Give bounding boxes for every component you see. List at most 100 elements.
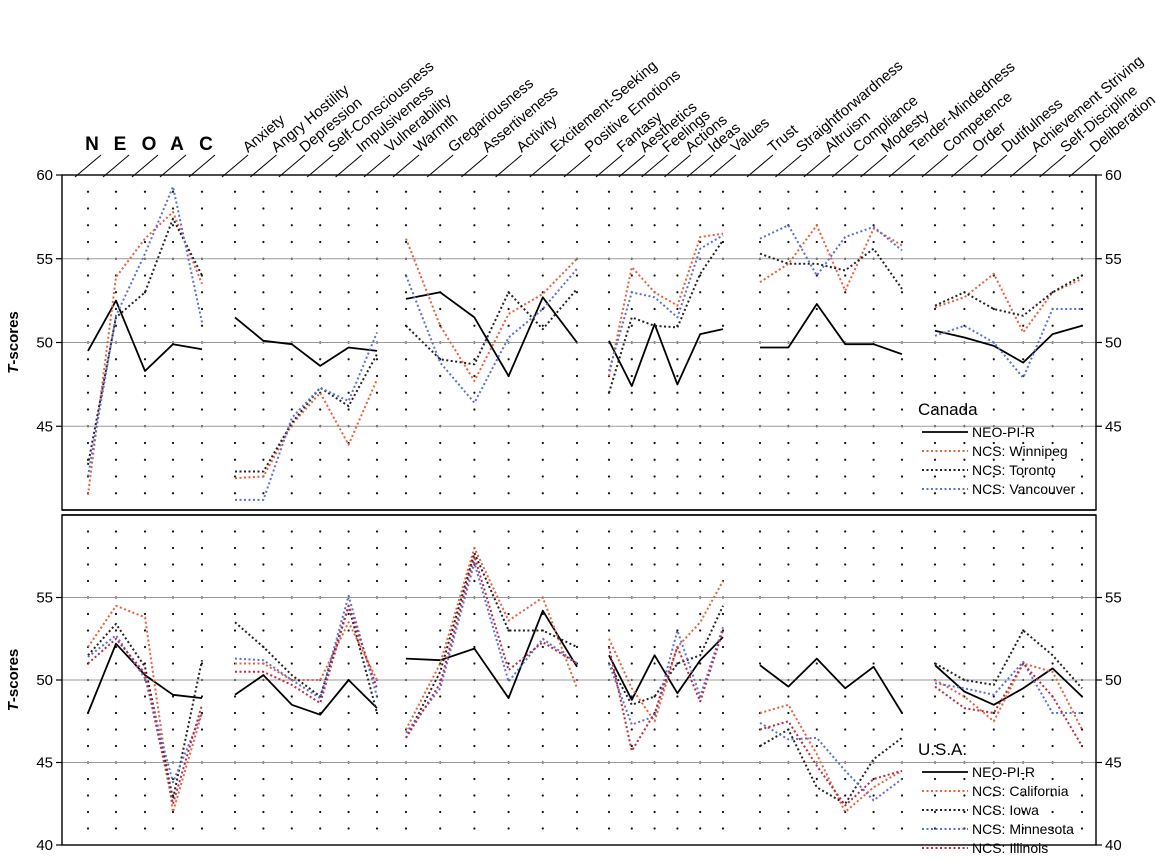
column-header-stroke: [860, 154, 887, 178]
grid-dot: [787, 645, 790, 649]
grid-dot: [900, 728, 904, 731]
grid-dot: [290, 810, 293, 814]
legend-label: NCS: Winnipeg: [972, 443, 1068, 459]
grid-dot: [375, 374, 379, 378]
grid-dot: [963, 810, 966, 814]
grid-dot: [171, 810, 175, 814]
series-line: [608, 626, 724, 726]
grid-dot: [872, 695, 875, 698]
grid-dot: [114, 240, 118, 244]
grid-dot: [575, 645, 579, 649]
grid-dot: [1080, 408, 1084, 411]
grid-dot: [630, 374, 633, 378]
grid-dot: [200, 546, 204, 550]
grid-dot: [575, 711, 579, 715]
grid-dot: [473, 579, 476, 583]
grid-dot: [1051, 492, 1054, 495]
grid-dot: [758, 794, 762, 797]
grid-dot: [171, 224, 175, 227]
column-header-stroke: [335, 154, 362, 178]
grid-dot: [233, 324, 237, 327]
grid-dot: [872, 612, 875, 616]
grid-dot: [439, 579, 442, 583]
grid-dot: [290, 728, 293, 731]
grid-dot: [290, 645, 293, 649]
grid-dot: [1080, 224, 1084, 227]
grid-dot: [575, 777, 579, 781]
grid-dot: [143, 408, 147, 411]
y-tick-label: 55: [1105, 590, 1122, 607]
grid-dot: [507, 662, 510, 665]
grid-dot: [676, 695, 679, 698]
grid-dot: [758, 810, 762, 814]
grid-dot: [1080, 475, 1084, 478]
grid-dot: [900, 190, 904, 193]
grid-dot: [200, 224, 204, 227]
grid-dot: [699, 728, 702, 731]
grid-dot: [86, 358, 90, 361]
grid-dot: [630, 612, 633, 616]
grid-dot: [375, 274, 379, 277]
grid-dot: [171, 728, 175, 731]
grid-dot: [114, 207, 118, 210]
series-line: [405, 288, 578, 366]
grid-dot: [290, 546, 293, 550]
column-header-stroke: [392, 154, 420, 178]
grid-dot: [575, 291, 579, 294]
series-line: [235, 353, 378, 473]
grid-dot: [653, 579, 656, 583]
grid-dot: [815, 711, 818, 715]
grid-dot: [375, 224, 379, 227]
column-header-stroke: [495, 154, 522, 178]
series-line: [608, 580, 724, 723]
grid-dot: [347, 612, 350, 616]
grid-dot: [262, 408, 265, 411]
grid-dot: [653, 307, 656, 311]
grid-dot: [699, 810, 702, 814]
grid-dot: [1022, 224, 1025, 227]
grid-dot: [721, 777, 725, 781]
grid-dot: [1022, 458, 1025, 461]
grid-dot: [630, 563, 633, 566]
grid-dot: [319, 579, 322, 583]
column-header-stroke: [529, 154, 557, 178]
grid-dot: [233, 274, 237, 277]
grid-dot: [963, 475, 966, 478]
grid-dot: [963, 391, 966, 394]
grid-dot: [844, 224, 847, 227]
grid-dot: [375, 794, 379, 797]
grid-dot: [758, 207, 762, 210]
grid-dot: [815, 629, 818, 632]
series-line: [405, 268, 578, 404]
series-line: [87, 604, 203, 813]
grid-dot: [653, 408, 656, 411]
grid-dot: [541, 224, 544, 227]
grid-dot: [171, 291, 175, 294]
grid-dot: [473, 695, 476, 698]
grid-dot: [933, 240, 937, 244]
grid-dot: [607, 744, 611, 748]
grid-dot: [1022, 358, 1025, 361]
y-tick-label: 50: [36, 335, 53, 352]
grid-dot: [171, 695, 175, 698]
grid-dot: [404, 374, 408, 378]
grid-dot: [676, 530, 679, 533]
grid-dot: [375, 307, 379, 311]
grid-dot: [933, 546, 937, 550]
grid-dot: [872, 810, 875, 814]
grid-dot: [1080, 391, 1084, 394]
grid-dot: [872, 291, 875, 294]
grid-dot: [290, 827, 293, 830]
series-line: [87, 622, 203, 800]
series-top-3: [87, 217, 1083, 473]
grid-dot: [541, 441, 544, 445]
grid-dot: [872, 777, 875, 781]
grid-dot: [787, 546, 790, 550]
grid-dot: [992, 645, 995, 649]
grid-dot: [439, 458, 442, 461]
grid-dot: [262, 612, 265, 616]
grid-dot: [872, 827, 875, 830]
grid-dot: [844, 307, 847, 311]
legend-title: Canada: [918, 400, 978, 419]
grid-dot: [114, 777, 118, 781]
